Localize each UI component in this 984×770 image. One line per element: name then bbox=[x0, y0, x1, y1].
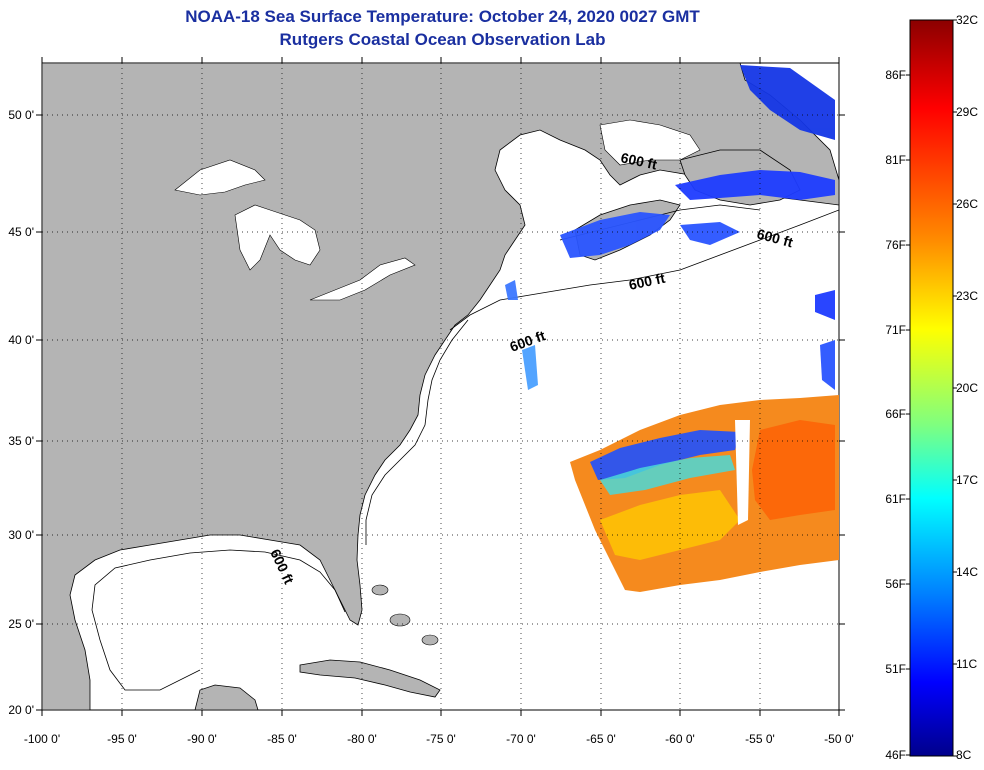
lat-label: 35 0' bbox=[8, 434, 34, 448]
sst-yellow-band bbox=[600, 490, 740, 560]
lat-label: 40 0' bbox=[8, 333, 34, 347]
isobath-label-3: 600 ft bbox=[627, 270, 666, 293]
sst-cloud-gap bbox=[735, 420, 750, 525]
lat-label: 45 0' bbox=[8, 225, 34, 239]
lon-label: -70 0' bbox=[506, 732, 536, 746]
colorbar-c-label: 14C bbox=[956, 565, 979, 579]
lon-label: -85 0' bbox=[267, 732, 297, 746]
colorbar-c-label: 11C bbox=[956, 657, 978, 671]
island-bahamas-2 bbox=[389, 613, 411, 627]
lat-label: 20 0' bbox=[8, 703, 34, 717]
colorbar-f-label: 46F bbox=[885, 748, 906, 762]
lon-label: -80 0' bbox=[347, 732, 377, 746]
isobath-gulf bbox=[91, 549, 346, 691]
lon-label: -95 0' bbox=[107, 732, 137, 746]
colorbar-f-label: 61F bbox=[885, 492, 906, 506]
colorbar-ticks bbox=[906, 19, 957, 757]
colorbar-c-label: 32C bbox=[956, 13, 979, 27]
colorbar-f-label: 86F bbox=[885, 68, 906, 82]
colorbar-c-label: 26C bbox=[956, 197, 979, 211]
lake-superior bbox=[174, 159, 266, 196]
lon-label: -65 0' bbox=[586, 732, 616, 746]
lon-label: -75 0' bbox=[426, 732, 456, 746]
lon-label: -100 0' bbox=[23, 732, 61, 746]
lake-erie-ontario bbox=[309, 257, 416, 301]
colorbar-f-label: 51F bbox=[885, 662, 906, 676]
lake-michigan-huron bbox=[234, 204, 321, 271]
island-bahamas-3 bbox=[421, 634, 439, 646]
lat-label: 25 0' bbox=[8, 617, 34, 631]
lon-label: -55 0' bbox=[745, 732, 775, 746]
sst-cool-patches bbox=[505, 65, 835, 390]
lon-label: -60 0' bbox=[665, 732, 695, 746]
colorbar-f-label: 66F bbox=[885, 407, 906, 421]
colorbar-f-label: 76F bbox=[885, 238, 906, 252]
lon-label: -50 0' bbox=[824, 732, 854, 746]
isobath-southeast bbox=[365, 319, 469, 545]
colorbar-c-label: 23C bbox=[956, 289, 979, 303]
sst-front-cyan bbox=[600, 455, 735, 495]
land-cuba bbox=[299, 659, 441, 698]
sst-hot-patches bbox=[752, 420, 835, 520]
colorbar-c-label: 17C bbox=[956, 473, 979, 487]
isobath-atlantic bbox=[449, 209, 839, 331]
land-yucatan bbox=[194, 684, 259, 710]
lat-label: 50 0' bbox=[8, 108, 34, 122]
map-subtitle: Rutgers Coastal Ocean Observation Lab bbox=[279, 30, 606, 49]
gulf-st-lawrence bbox=[599, 119, 701, 166]
colorbar-c-label: 29C bbox=[956, 105, 979, 119]
colorbar-f-label: 81F bbox=[885, 153, 906, 167]
colorbar-f-label: 71F bbox=[885, 323, 906, 337]
lat-label: 30 0' bbox=[8, 528, 34, 542]
island-bahamas bbox=[371, 584, 389, 596]
isobath-label-1: 600 ft bbox=[619, 149, 658, 172]
colorbar bbox=[909, 19, 954, 757]
map-title: NOAA-18 Sea Surface Temperature: October… bbox=[185, 7, 700, 26]
colorbar-c-label: 8C bbox=[956, 748, 972, 762]
sst-front-blue bbox=[590, 430, 740, 480]
colorbar-f-label: 56F bbox=[885, 577, 906, 591]
lon-label: -90 0' bbox=[187, 732, 217, 746]
colorbar-c-label: 20C bbox=[956, 381, 979, 395]
